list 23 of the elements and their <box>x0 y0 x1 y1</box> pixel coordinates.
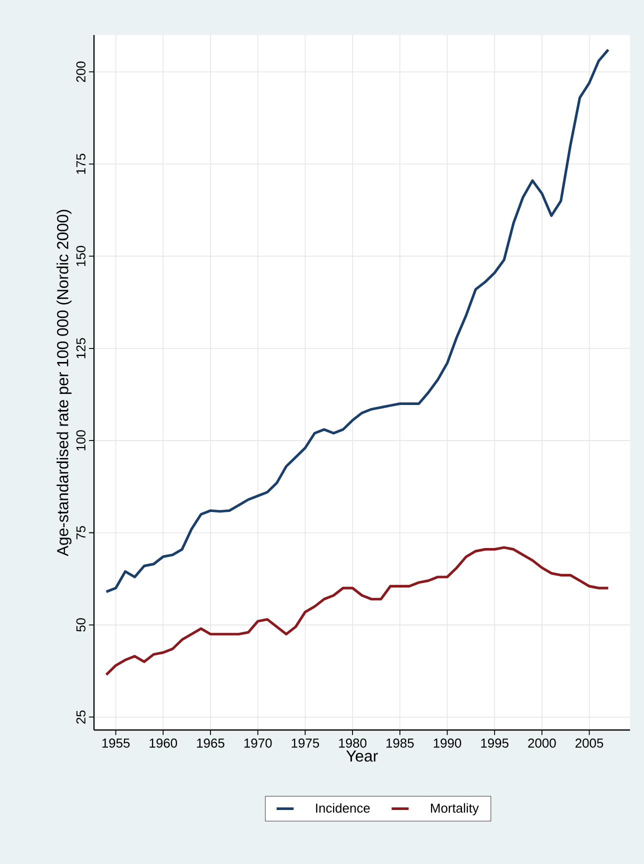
x-tick-label: 2000 <box>528 738 556 748</box>
x-axis-title: Year <box>346 750 378 762</box>
x-tick-label: 1980 <box>339 738 366 748</box>
y-tick-label: 25 <box>76 710 86 724</box>
x-tick-label: 1970 <box>244 738 272 748</box>
legend-label: Incidence <box>316 803 370 813</box>
x-tick-label: 2005 <box>576 738 604 748</box>
y-axis-title: Age-standardised rate per 100 000 (Nordic 2000) <box>56 210 72 556</box>
y-tick-label: 175 <box>76 154 86 174</box>
y-tick-label: 50 <box>76 618 86 632</box>
legend-label: Mortality <box>430 803 479 816</box>
x-tick-label: 1965 <box>197 738 224 748</box>
x-tick-label: 1975 <box>292 738 320 748</box>
y-tick-label: 125 <box>76 338 86 358</box>
x-tick-label: 1985 <box>386 738 414 748</box>
y-tick-label: 200 <box>76 62 86 82</box>
y-tick-label: 150 <box>76 246 86 266</box>
x-tick-label: 1990 <box>434 738 462 748</box>
x-tick-label: 1955 <box>102 738 130 748</box>
x-tick-label: 1960 <box>150 738 178 748</box>
y-tick-label: 75 <box>76 526 86 540</box>
y-tick-label: 100 <box>76 430 86 450</box>
x-tick-label: 1995 <box>481 738 508 748</box>
